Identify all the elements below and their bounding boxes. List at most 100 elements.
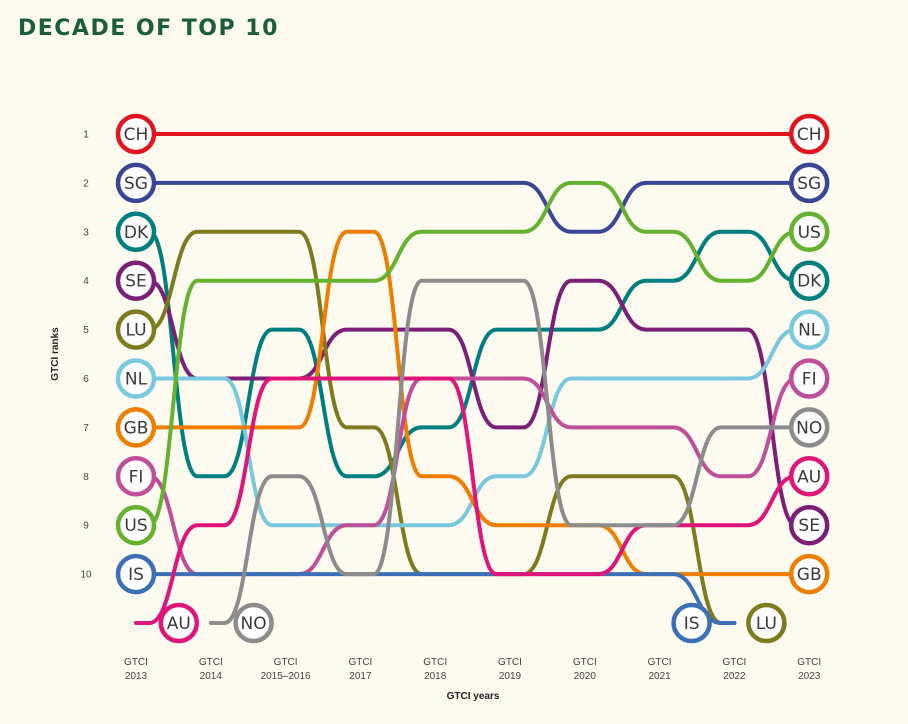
y-axis-label: GTCI ranks [50, 327, 61, 381]
node-circle [788, 113, 830, 155]
node-circle [115, 504, 157, 546]
node-circle [788, 162, 830, 204]
series-line-lu [134, 229, 737, 625]
year-tick-line1: GTCI [124, 657, 148, 668]
node-circle [788, 456, 830, 497]
node-label: GB [797, 565, 822, 585]
series-line-is [134, 572, 737, 625]
node-label: FI [802, 370, 817, 390]
node-circle [746, 602, 787, 644]
enter-node-no: NO [233, 602, 274, 644]
node-label: AU [797, 467, 821, 487]
node-label: LU [756, 614, 777, 634]
node-circle [115, 260, 157, 301]
rank-tick-3: 3 [83, 227, 89, 238]
node-circle [115, 309, 157, 350]
start-node-sg: SG [115, 162, 157, 204]
series-line-au [134, 376, 812, 625]
rank-tick-6: 6 [83, 374, 89, 385]
end-node-fi: FI [788, 358, 830, 399]
year-tick-line1: GTCI [274, 657, 298, 668]
node-circle [115, 553, 157, 595]
node-label: NL [125, 370, 148, 390]
year-tick-line1: GTCI [423, 657, 447, 668]
year-tick-line1: GTCI [797, 657, 821, 668]
node-circle [158, 602, 200, 644]
start-node-gb: GB [115, 407, 157, 448]
node-circle [788, 407, 830, 448]
node-circle [788, 211, 830, 253]
series-line-nl [134, 327, 812, 528]
node-circle [788, 309, 830, 350]
end-node-se: SE [788, 504, 830, 546]
end-node-no: NO [788, 407, 830, 448]
year-tick-line2: 2014 [200, 671, 223, 682]
exit-node-is: IS [671, 602, 712, 644]
node-label: NO [241, 614, 267, 634]
node-label: LU [125, 321, 146, 341]
year-tick-line2: 2017 [349, 671, 372, 682]
series-line-gb [134, 229, 812, 577]
year-tick-line1: GTCI [648, 657, 672, 668]
year-tick: GTCI 2017 [348, 657, 372, 682]
series-line-no [208, 278, 812, 625]
chart-title: DECADE OF TOP 10 [18, 16, 279, 41]
node-circle [115, 113, 157, 155]
node-label: SG [797, 174, 821, 194]
enter-node-au: AU [158, 602, 200, 644]
node-label: IS [684, 614, 700, 634]
year-tick: GTCI 2020 [573, 657, 597, 682]
node-label: SG [124, 174, 148, 194]
start-node-fi: FI [115, 456, 157, 497]
node-label: US [798, 223, 821, 243]
node-label: SE [125, 272, 147, 292]
year-tick-line1: GTCI [722, 657, 746, 668]
year-tick-line2: 2020 [574, 671, 597, 682]
node-circle [671, 602, 712, 644]
end-node-au: AU [788, 456, 830, 497]
country-nodes: CH SG DK SE LU NL GB FI US IS CH SG US DK NL FI NO AU SE GB… [115, 113, 830, 644]
year-tick-line2: 2021 [648, 671, 671, 682]
year-tick-line2: 2015–2016 [261, 671, 311, 682]
year-tick-line2: 2018 [424, 671, 447, 682]
axes: 1 2 3 4 5 6 7 8 9 10 GTCI 2013 GTCI 2014 GTCI 2015–2016… [50, 130, 821, 703]
year-tick-line1: GTCI [348, 657, 372, 668]
start-node-lu: LU [115, 309, 157, 350]
rank-tick-1: 1 [83, 130, 89, 141]
year-tick-line1: GTCI [199, 657, 223, 668]
series-line-us [134, 180, 812, 528]
end-node-gb: GB [788, 553, 830, 595]
node-circle [788, 260, 830, 301]
end-node-nl: NL [788, 309, 830, 350]
node-label: NL [798, 321, 821, 341]
year-tick-line2: 2023 [798, 671, 821, 682]
start-node-nl: NL [115, 358, 157, 399]
year-tick: GTCI 2022 [722, 657, 746, 682]
node-circle [115, 358, 157, 399]
end-node-ch: CH [788, 113, 830, 155]
rank-tick-2: 2 [83, 178, 89, 189]
rank-tick-8: 8 [83, 472, 89, 483]
series-line-dk [134, 229, 812, 479]
node-circle [115, 162, 157, 204]
x-axis-label: GTCI years [447, 691, 500, 702]
node-circle [115, 211, 157, 253]
end-node-dk: DK [788, 260, 830, 301]
start-node-us: US [115, 504, 157, 546]
end-node-sg: SG [788, 162, 830, 204]
year-tick: GTCI 2018 [423, 657, 447, 682]
start-node-is: IS [115, 553, 157, 595]
node-label: AU [167, 614, 191, 634]
year-tick-line2: 2022 [723, 671, 746, 682]
rank-tick-4: 4 [83, 276, 89, 287]
year-tick: GTCI 2023 [797, 657, 821, 682]
exit-node-lu: LU [746, 602, 787, 644]
year-tick-line1: GTCI [573, 657, 597, 668]
node-label: IS [128, 565, 144, 585]
node-circle [788, 553, 830, 595]
rank-tick-10: 10 [80, 570, 92, 581]
node-label: GB [124, 418, 149, 438]
year-tick: GTCI 2021 [648, 657, 672, 682]
node-label: DK [797, 272, 822, 292]
